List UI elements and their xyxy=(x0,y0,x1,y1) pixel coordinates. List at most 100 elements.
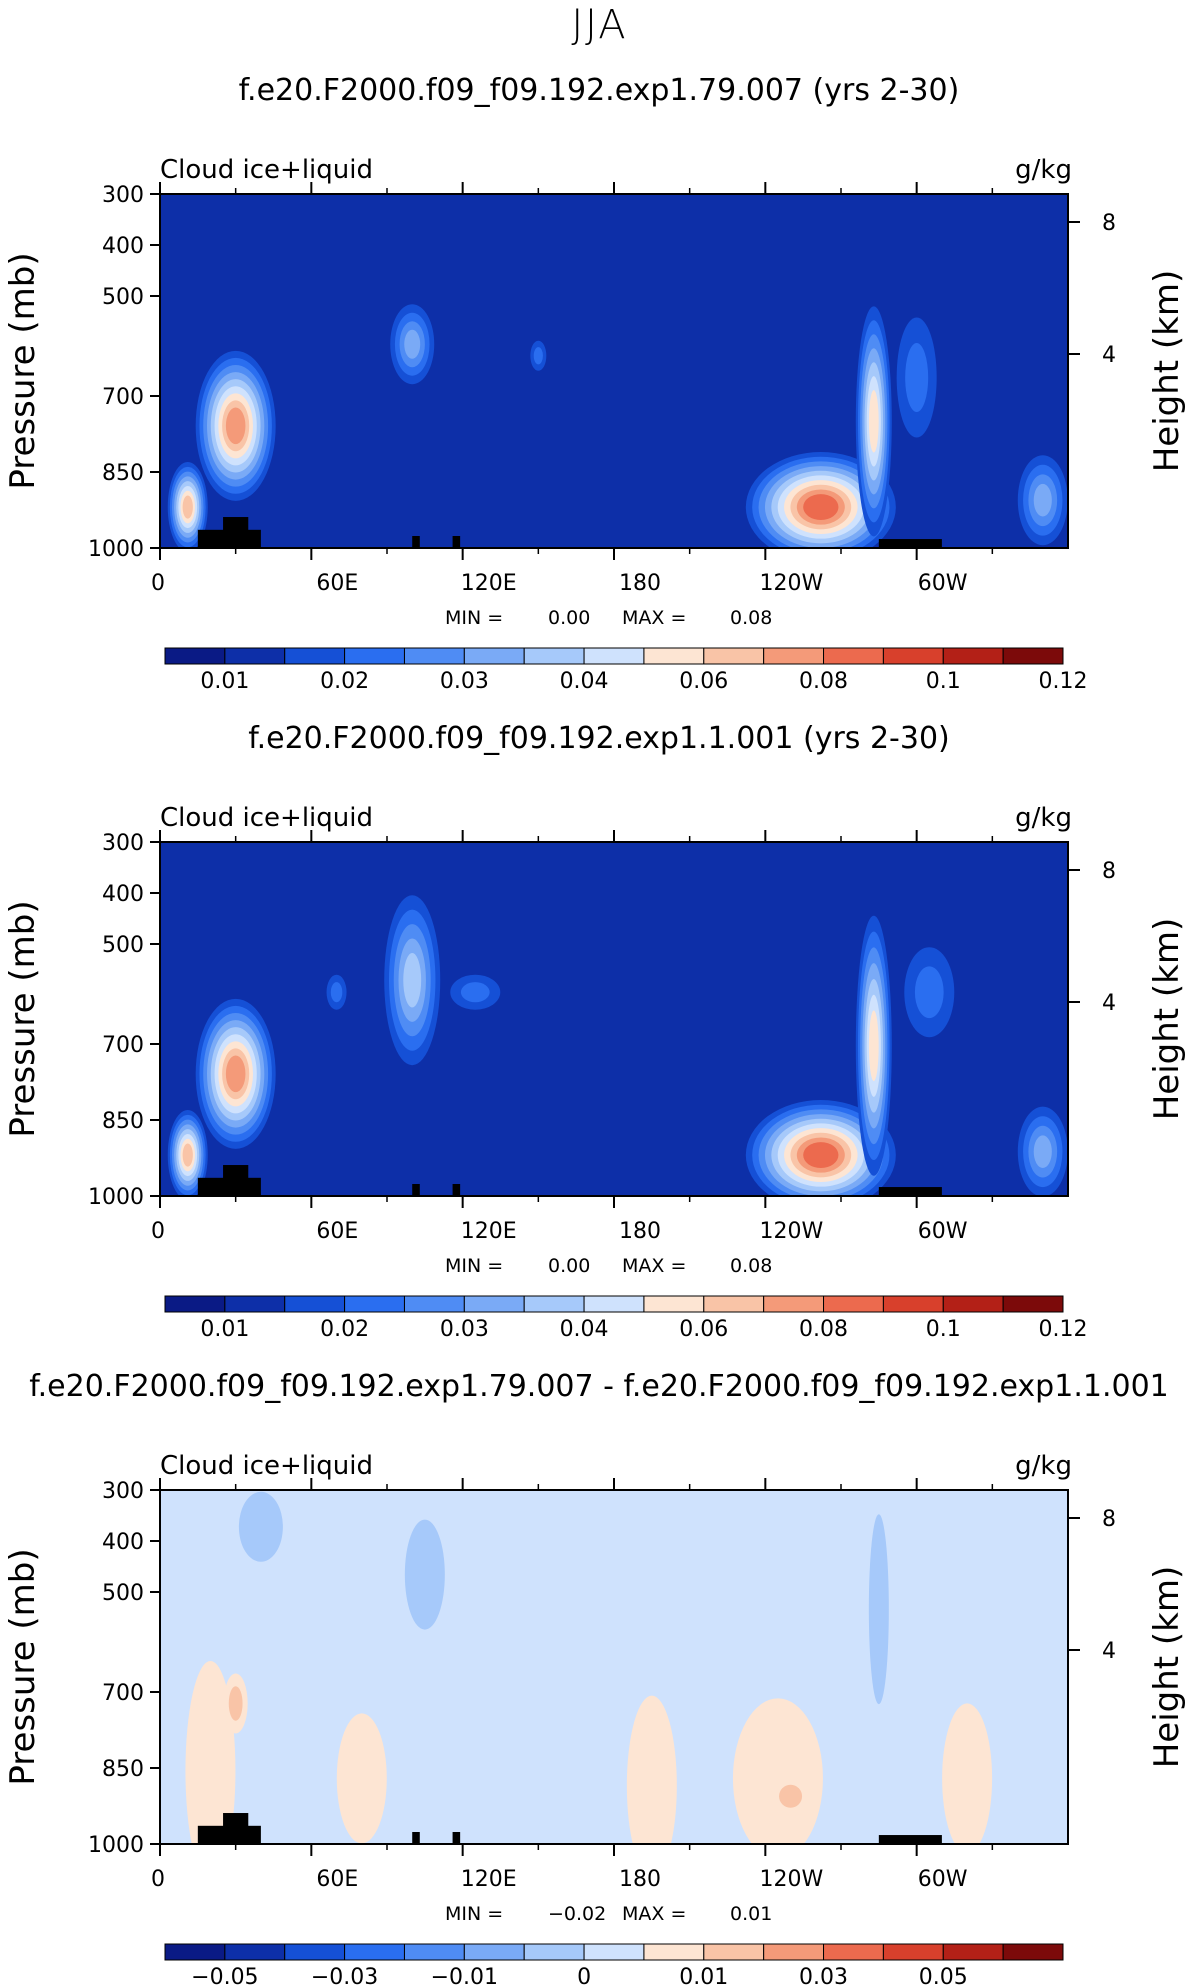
max-value: 0.08 xyxy=(730,1255,772,1277)
min-value: 0.00 xyxy=(548,607,590,629)
contour-feature-4 xyxy=(460,982,490,1003)
colorbar-box xyxy=(643,1943,705,1961)
field-background xyxy=(160,1490,1068,1844)
y2-axis-label: Height (km) xyxy=(1147,918,1187,1121)
chart-panel-2: f.e20.F2000.f09_f09.192.exp1.1.001 (yrs … xyxy=(3,721,1187,1342)
contour-feature-7 xyxy=(942,1703,993,1844)
land-mask xyxy=(223,1813,249,1844)
colorbar-box xyxy=(1002,647,1064,665)
x-tick-label: 0 xyxy=(151,1219,165,1244)
panel-title: f.e20.F2000.f09_f09.192.exp1.79.007 (yrs… xyxy=(239,73,960,108)
x-tick-label: 0 xyxy=(151,571,165,596)
colorbar-box xyxy=(164,1943,226,1961)
x-tick-label: 60E xyxy=(316,571,358,596)
height-tick-label: 8 xyxy=(1102,1507,1116,1532)
colorbar-box xyxy=(164,647,226,665)
y-tick-label: 1000 xyxy=(88,537,144,562)
contour-feature-1 xyxy=(185,1660,236,1844)
colorbar-box xyxy=(344,1943,405,1961)
colorbar-box xyxy=(703,1295,765,1313)
x-tick-label: 0 xyxy=(151,1867,165,1892)
x-tick-label: 120E xyxy=(461,1867,517,1892)
y-tick-label: 500 xyxy=(102,285,144,310)
contour-features xyxy=(167,304,1068,548)
colorbar-label: 0.12 xyxy=(1039,1317,1088,1342)
colorbar-label: 0.12 xyxy=(1039,669,1088,694)
colorbar-box xyxy=(523,1295,585,1313)
contour-feature-5 xyxy=(330,982,343,1003)
colorbar-box xyxy=(823,1943,884,1961)
height-tick-label: 8 xyxy=(1102,859,1116,884)
colorbar-box xyxy=(463,1943,525,1961)
contour-feature-6 xyxy=(868,390,879,453)
contour-feature-8 xyxy=(914,966,944,1019)
max-label: MAX = xyxy=(622,607,686,629)
colorbar-box xyxy=(823,647,884,665)
min-value: −0.02 xyxy=(548,1903,606,1925)
contour-feature-4 xyxy=(626,1695,677,1844)
y-tick-label: 850 xyxy=(102,1109,144,1134)
panel-title: f.e20.F2000.f09_f09.192.exp1.79.007 - f.… xyxy=(29,1369,1169,1404)
colorbar-box xyxy=(942,647,1004,665)
min-label: MIN = xyxy=(445,1903,503,1925)
land-mask xyxy=(412,536,420,548)
contour-feature-3 xyxy=(336,1713,387,1844)
colorbar-box xyxy=(523,647,585,665)
y-tick-label: 300 xyxy=(102,831,144,856)
contour-feature-2 xyxy=(228,1686,243,1721)
contour-feature-1 xyxy=(182,1143,193,1167)
y2-axis-label: Height (km) xyxy=(1147,270,1187,473)
colorbar-label: 0.02 xyxy=(320,1317,369,1342)
colorbar-box xyxy=(763,1943,825,1961)
contour-feature-10 xyxy=(868,1514,889,1705)
x-tick-label: 120E xyxy=(461,571,517,596)
units-label: g/kg xyxy=(1015,1451,1072,1481)
land-mask xyxy=(223,517,249,548)
min-label: MIN = xyxy=(445,1255,503,1277)
max-label: MAX = xyxy=(622,1903,686,1925)
contour-features xyxy=(185,1491,993,1844)
y-tick-label: 700 xyxy=(102,1681,144,1706)
contour-feature-9 xyxy=(1033,1135,1052,1168)
colorbar-label: 0.03 xyxy=(440,1317,489,1342)
field-label: Cloud ice+liquid xyxy=(160,155,373,185)
contour-feature-8 xyxy=(238,1491,283,1562)
colorbar-box xyxy=(284,647,346,665)
colorbar-box xyxy=(763,647,825,665)
y-tick-label: 700 xyxy=(102,385,144,410)
colorbar-box xyxy=(403,1295,465,1313)
x-tick-label: 180 xyxy=(619,1219,661,1244)
x-tick-label: 180 xyxy=(619,1867,661,1892)
min-label: MIN = xyxy=(445,607,503,629)
contour-feature-8 xyxy=(1033,483,1052,517)
y-tick-label: 850 xyxy=(102,1757,144,1782)
colorbar-label: −0.01 xyxy=(431,1965,498,1987)
contour-feature-7 xyxy=(905,343,929,413)
colorbar-box xyxy=(224,1943,286,1961)
colorbar-label: 0.01 xyxy=(679,1965,728,1987)
y-tick-label: 400 xyxy=(102,882,144,907)
colorbar-box xyxy=(942,1295,1004,1313)
y-tick-label: 400 xyxy=(102,234,144,259)
colorbar-box xyxy=(463,1295,525,1313)
colorbar-label: 0.04 xyxy=(560,669,609,694)
chart-panel-3: f.e20.F2000.f09_f09.192.exp1.79.007 - f.… xyxy=(3,1369,1187,1987)
colorbar-box xyxy=(344,647,405,665)
colorbar-box xyxy=(583,647,645,665)
max-value: 0.01 xyxy=(730,1903,772,1925)
colorbar-box xyxy=(763,1295,825,1313)
colorbar-box xyxy=(164,1295,226,1313)
y-tick-label: 850 xyxy=(102,461,144,486)
colorbar-box xyxy=(823,1295,884,1313)
land-mask xyxy=(452,1184,461,1196)
colorbar-label: 0.1 xyxy=(926,1317,961,1342)
contour-feature-3 xyxy=(403,952,422,1008)
y-tick-label: 500 xyxy=(102,1581,144,1606)
land-mask xyxy=(412,1832,420,1844)
x-tick-label: 60W xyxy=(918,571,968,596)
field-label: Cloud ice+liquid xyxy=(160,1451,373,1481)
main-title: JJA xyxy=(571,2,628,48)
colorbar-box xyxy=(882,647,944,665)
colorbar-box xyxy=(284,1943,346,1961)
y-tick-label: 1000 xyxy=(88,1833,144,1858)
